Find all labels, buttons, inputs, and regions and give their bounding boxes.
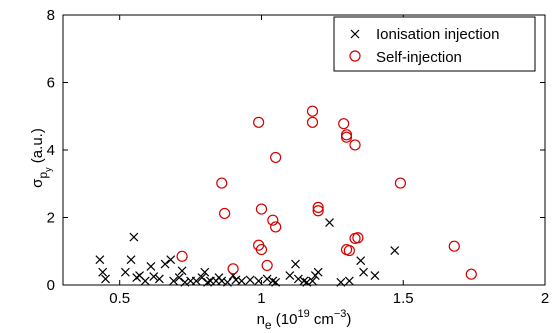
circle-marker [270, 221, 282, 233]
x-marker [129, 232, 139, 242]
ionisation-points [95, 218, 400, 287]
y-tick-label: 8 [47, 7, 55, 24]
circle-marker [312, 201, 324, 213]
x-marker [356, 256, 366, 266]
y-tick-label: 2 [47, 210, 55, 227]
legend: Ionisation injection Self-injection [333, 16, 536, 72]
x-tick-label: 1 [257, 290, 265, 307]
x-marker [180, 277, 190, 287]
x-marker [237, 276, 247, 286]
x-marker [149, 272, 159, 281]
x-marker [203, 277, 213, 287]
circle-marker [394, 177, 406, 189]
x-marker [285, 271, 295, 280]
legend-label-ionisation: Ionisation injection [376, 26, 499, 43]
x-marker [359, 267, 368, 277]
xlabel-sup-19: 19 [297, 308, 309, 320]
x-marker [245, 275, 255, 285]
x-marker [197, 273, 207, 282]
circle-marker [261, 259, 273, 272]
circle-marker [349, 139, 361, 151]
x-marker [174, 273, 184, 282]
x-marker [191, 276, 201, 286]
x-marker [160, 259, 170, 269]
ylabel-sigma: σ [29, 178, 46, 188]
y-tick-label: 6 [47, 75, 55, 92]
x-tick-label: 1.5 [393, 290, 414, 307]
circle-marker [338, 118, 350, 130]
x-marker [120, 267, 130, 277]
ylabel-subsub-y: y [43, 167, 53, 172]
x-marker [291, 259, 300, 269]
circle-marker [270, 151, 282, 164]
circle-marker [340, 131, 353, 143]
circle-marker [465, 268, 477, 280]
circle-marker [253, 116, 265, 128]
tick-labels: 0.5 1 1.5 2 0 2 4 6 8 [47, 7, 550, 307]
circle-marker [255, 203, 268, 215]
x-marker [126, 255, 136, 265]
x-tick-label: 0.5 [109, 290, 130, 307]
circle-marker [176, 250, 188, 262]
x-marker [299, 276, 309, 286]
x-marker [223, 277, 232, 287]
x-marker [177, 266, 187, 276]
x-marker [302, 277, 312, 287]
x-axis-label: ne (1019 cm−3) [257, 308, 352, 332]
xlabel-sub-e: e [265, 318, 272, 332]
legend-marker-circle-icon [349, 50, 361, 62]
circle-marker [219, 207, 231, 220]
legend-marker-x-icon [350, 29, 360, 39]
x-marker [271, 277, 281, 287]
x-marker [154, 274, 164, 284]
x-marker [390, 246, 400, 255]
circle-marker [306, 116, 319, 128]
ylabel-unit: (a.u.) [29, 128, 46, 167]
x-marker [95, 255, 105, 265]
circle-marker [306, 105, 319, 117]
x-marker [166, 255, 176, 265]
x-marker [370, 271, 380, 280]
x-marker [268, 276, 278, 286]
circle-marker [448, 240, 460, 252]
x-marker [308, 276, 317, 286]
y-tick-label: 4 [47, 142, 55, 159]
x-tick-label: 2 [541, 290, 549, 307]
x-marker [200, 267, 210, 277]
circle-marker [255, 243, 268, 256]
circle-marker [352, 232, 364, 244]
legend-box [333, 16, 536, 72]
circle-marker [312, 205, 324, 217]
x-marker [254, 276, 264, 286]
xlabel-cm: cm [310, 311, 334, 328]
x-marker [344, 276, 354, 286]
x-marker [293, 274, 303, 284]
x-marker [217, 276, 227, 286]
circle-marker [216, 177, 228, 189]
y-axis-label: σpy (a.u.) [29, 128, 53, 188]
x-marker [98, 267, 108, 277]
legend-label-self-injection: Self-injection [376, 49, 462, 66]
ylabel-sub-p: p [36, 172, 50, 179]
y-tick-label: 0 [47, 277, 55, 294]
circle-marker [227, 263, 239, 275]
circle-marker [267, 214, 279, 226]
self-injection-points [176, 105, 477, 280]
x-marker [146, 262, 156, 271]
circle-marker [343, 244, 355, 257]
x-marker [325, 218, 334, 227]
xlabel-sup-minus3: −3 [334, 308, 347, 320]
xlabel-part: (10 [272, 311, 298, 328]
x-marker [262, 274, 272, 284]
x-marker [169, 276, 179, 286]
x-marker [313, 267, 323, 277]
xlabel-n: n [257, 311, 265, 328]
x-marker [101, 274, 110, 284]
xlabel-close: ) [346, 311, 351, 328]
x-marker [140, 276, 150, 286]
x-marker [336, 277, 346, 287]
